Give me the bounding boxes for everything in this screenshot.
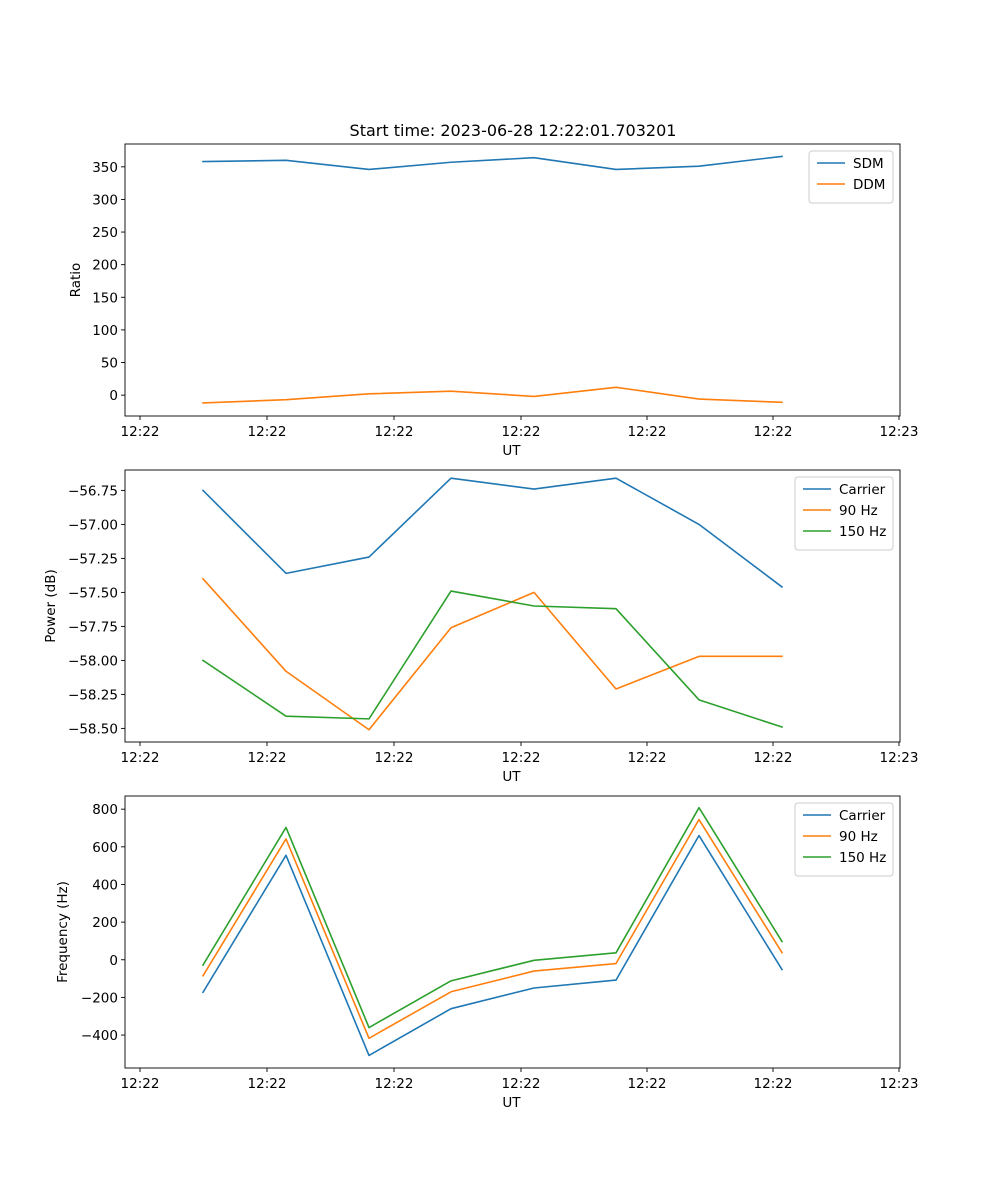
- legend-entry: Carrier: [839, 808, 886, 824]
- chart-panel-1: 0 50 100 150 200 250 300 350 12:22 12:22 12:22 12:2…: [68, 143, 919, 459]
- legend: Carrier 90 Hz 150 Hz: [794, 476, 894, 551]
- y-tick-label: −58.50: [68, 721, 118, 737]
- y-tick-label: 350: [92, 160, 118, 176]
- axes-frame: [124, 795, 901, 1069]
- y-tick-label: 800: [92, 802, 118, 818]
- legend-entry: DDM: [853, 177, 885, 193]
- y-tick-label: 0: [109, 953, 118, 969]
- x-tick-label: 12:22: [628, 1076, 667, 1092]
- y-tick-label: 200: [92, 258, 118, 274]
- series-line-sdm: [202, 155, 783, 171]
- series-line-90-hz: [201, 818, 784, 1040]
- y-tick-label: 50: [101, 356, 118, 372]
- x-tick-label: 12:22: [754, 1076, 793, 1092]
- y-tick-label: 400: [92, 877, 118, 893]
- y-tick-label: 100: [92, 323, 118, 339]
- y-axis-label: Power (dB): [43, 569, 59, 642]
- y-tick-label: −58.00: [68, 653, 118, 669]
- x-tick-label: 12:22: [502, 424, 541, 440]
- series-line-carrier: [201, 477, 784, 589]
- y-tick-label: 150: [92, 290, 118, 306]
- axes-frame: [124, 143, 901, 417]
- x-tick-label: 12:22: [248, 424, 287, 440]
- legend-entry: Carrier: [839, 482, 886, 498]
- x-tick-label: 12:22: [502, 750, 541, 766]
- legend-entry: 150 Hz: [839, 524, 886, 540]
- y-tick-label: 200: [92, 915, 118, 931]
- y-tick-label: −57.00: [68, 517, 118, 533]
- legend-entry: SDM: [853, 156, 884, 172]
- axes-frame: [124, 469, 901, 743]
- y-tick-label: 300: [92, 192, 118, 208]
- legend: Carrier 90 Hz 150 Hz: [794, 802, 894, 877]
- x-tick-label: 12:22: [121, 1076, 160, 1092]
- chart-panel-2: −58.50 −58.25 −58.00 −57.75 −57.50 −57.25 −57.…: [43, 469, 919, 785]
- legend-entry: 150 Hz: [839, 850, 886, 866]
- x-tick-label: 12:23: [880, 424, 919, 440]
- series-line-90-hz: [201, 577, 783, 731]
- y-tick-label: 0: [109, 388, 118, 404]
- x-tick-label: 12:22: [375, 750, 414, 766]
- x-tick-label: 12:23: [880, 1076, 919, 1092]
- y-tick-label: −57.75: [68, 619, 118, 635]
- y-tick-label: −56.75: [68, 483, 118, 499]
- x-tick-label: 12:22: [502, 1076, 541, 1092]
- x-axis-label: UT: [502, 1095, 521, 1111]
- legend: SDM DDM: [808, 150, 894, 204]
- x-tick-label: 12:22: [375, 424, 414, 440]
- series-line-ddm: [202, 386, 783, 404]
- y-axis-label: Frequency (Hz): [55, 881, 71, 983]
- y-tick-label: −200: [81, 990, 118, 1006]
- series-line-150-hz: [201, 590, 784, 729]
- x-tick-label: 12:22: [248, 750, 287, 766]
- y-tick-label: 600: [92, 840, 118, 856]
- y-tick-label: −57.25: [68, 551, 118, 567]
- series-line-carrier: [201, 834, 784, 1057]
- x-tick-label: 12:22: [375, 1076, 414, 1092]
- series-line-150-hz: [201, 806, 784, 1029]
- x-axis-label: UT: [502, 769, 521, 785]
- y-axis-label: Ratio: [68, 263, 84, 298]
- x-tick-label: 12:23: [880, 750, 919, 766]
- legend-box: [808, 150, 894, 204]
- chart-panel-3: −400 −200 0 200 400 600 800 12:22 12:22 12:22 12:2…: [55, 795, 919, 1111]
- y-tick-label: −58.25: [68, 687, 118, 703]
- y-tick-label: 250: [92, 225, 118, 241]
- x-tick-label: 12:22: [121, 424, 160, 440]
- legend-entry: 90 Hz: [839, 503, 878, 519]
- x-tick-label: 12:22: [754, 424, 793, 440]
- x-tick-label: 12:22: [754, 750, 793, 766]
- x-tick-label: 12:22: [121, 750, 160, 766]
- y-tick-label: −57.50: [68, 585, 118, 601]
- y-tick-label: −400: [81, 1028, 118, 1044]
- x-tick-label: 12:22: [248, 1076, 287, 1092]
- x-axis-label: UT: [502, 443, 521, 459]
- legend-entry: 90 Hz: [839, 829, 878, 845]
- x-tick-label: 12:22: [628, 424, 667, 440]
- figure-title: Start time: 2023-06-28 12:22:01.703201: [350, 121, 677, 140]
- x-tick-label: 12:22: [628, 750, 667, 766]
